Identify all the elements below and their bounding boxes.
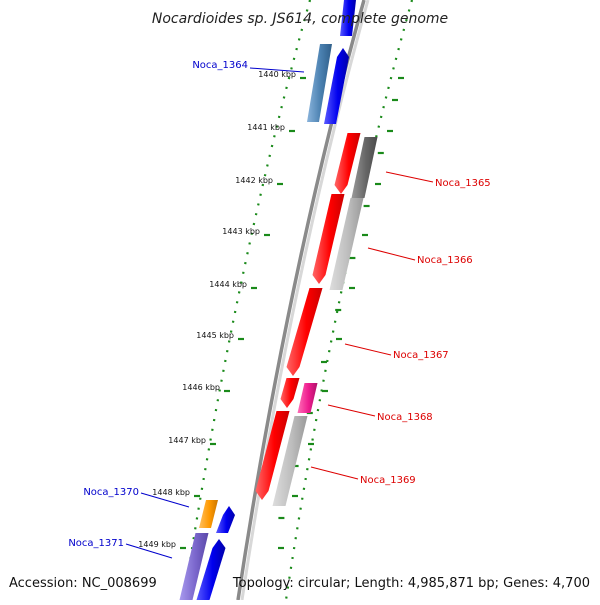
gene-noca-1371[interactable] (196, 539, 226, 600)
tick-track-right (284, 0, 414, 601)
gene-noca-1368[interactable] (280, 378, 300, 408)
gene-leader-line (125, 543, 173, 559)
gene-leader-line (327, 404, 376, 417)
tick-label: 1445 kbp (196, 331, 234, 340)
gene-noca-1370[interactable] (199, 500, 218, 528)
gene-leader-line (344, 343, 392, 356)
tick-track-left (182, 0, 312, 601)
gene-noca-1371-shade[interactable] (179, 533, 209, 600)
gene-label-noca-1364[interactable]: Noca_1364 (192, 60, 248, 71)
tick-label: 1449 kbp (138, 540, 176, 549)
topology-text: Topology: circular; Length: 4,985,871 bp… (232, 576, 590, 591)
genes (179, 0, 378, 600)
gene-noca-1364[interactable] (324, 48, 349, 124)
tick-label: 1440 kbp (258, 70, 296, 79)
gene-noca-1366-shade[interactable] (329, 198, 364, 290)
gene-noca-1370-shade[interactable] (216, 506, 235, 533)
gene-noca-1366[interactable] (312, 194, 345, 284)
gene-leader-line (140, 492, 190, 508)
gene-leader-line (249, 67, 305, 73)
gene-label-noca-1366[interactable]: Noca_1366 (417, 255, 473, 266)
gene-noca-1364-shade[interactable] (307, 44, 332, 122)
map-title: Nocardioides sp. JS614, complete genome (152, 11, 448, 27)
gene-label-noca-1367[interactable]: Noca_1367 (393, 350, 449, 361)
backbone-highlight (240, 0, 370, 601)
gene-noca-1367[interactable] (286, 288, 323, 376)
gene-noca-1368-shade[interactable] (297, 383, 318, 413)
gene-label-noca-1368[interactable]: Noca_1368 (377, 412, 433, 423)
gene-noca-1365[interactable] (334, 133, 361, 194)
gene-partial-top[interactable] (340, 0, 356, 36)
tick-label: 1447 kbp (168, 436, 206, 445)
tick-label: 1443 kbp (222, 227, 260, 236)
accession-text: Accession: NC_008699 (9, 576, 157, 591)
tick-label: 1442 kbp (235, 176, 273, 185)
tick-label: 1448 kbp (152, 488, 190, 497)
gene-label-noca-1371[interactable]: Noca_1371 (68, 538, 124, 549)
tick-label: 1441 kbp (247, 123, 285, 132)
gene-leader-line (367, 247, 416, 261)
gene-leader-line (385, 171, 434, 183)
tick-label: 1446 kbp (182, 383, 220, 392)
gene-labels: Noca_1364 Noca_1365 Noca_1366 Noca_1367 Noca… (68, 60, 491, 559)
gene-noca-1369-shade[interactable] (272, 416, 308, 506)
gene-noca-1369[interactable] (255, 411, 290, 500)
gene-label-noca-1365[interactable]: Noca_1365 (435, 178, 491, 189)
gene-leader-line (310, 466, 359, 480)
tick-label: 1444 kbp (209, 280, 247, 289)
tick-marks: 1440 kbp 1441 kbp 1442 kbp 1443 kbp 1444 kbp… (138, 70, 404, 550)
gene-label-noca-1370[interactable]: Noca_1370 (83, 487, 139, 498)
gene-label-noca-1369[interactable]: Noca_1369 (360, 475, 416, 486)
gene-noca-1365-shade[interactable] (351, 137, 378, 198)
